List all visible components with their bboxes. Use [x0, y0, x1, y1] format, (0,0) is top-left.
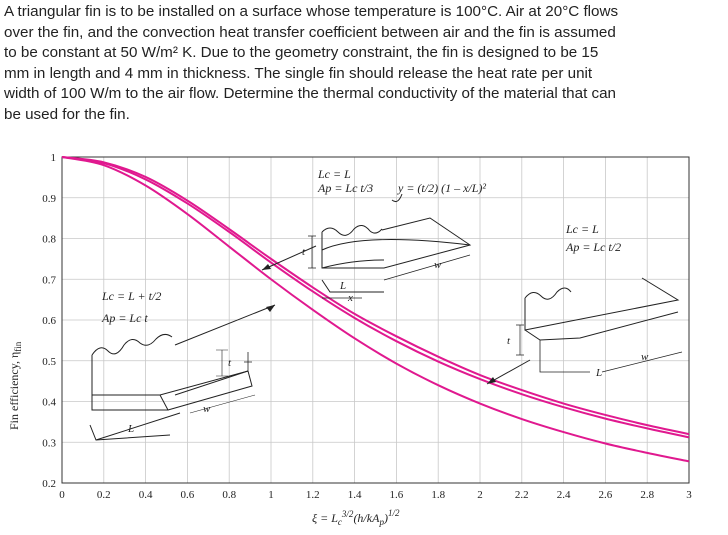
- x-tick-label: 1.6: [390, 489, 404, 501]
- x-tick-label: 0: [59, 489, 65, 501]
- x-tick-label: 1: [268, 489, 274, 501]
- tri-pointer-arrow: [261, 245, 317, 271]
- tri-dim-l: L: [339, 280, 346, 292]
- y-tick-label: 1: [51, 152, 57, 164]
- rect-dim-w: w: [203, 403, 211, 415]
- y-axis-label: Fin efficiency, ηfin: [7, 341, 23, 430]
- tri-lc-label: Lc = L: [317, 167, 351, 181]
- right-dim-l: L: [595, 367, 602, 379]
- y-tick-label: 0.6: [42, 315, 56, 327]
- y-tick-label: 0.2: [42, 478, 56, 490]
- fin-efficiency-figure: 0.20.30.40.50.60.70.80.91 0 0.2 0.4 0.6 0.8 1…: [7, 152, 692, 527]
- x-tick-label: 1.2: [306, 489, 320, 501]
- right-dim-w: w: [641, 351, 649, 363]
- x-tick-labels: 0 0.2 0.4 0.6 0.8 1 1.2 1.4 1.6 1.8 2 2.2 2.4 2.6 2.8 3: [59, 489, 692, 501]
- y-tick-label: 0.8: [42, 234, 56, 246]
- efficiency-curve-1: [61, 156, 690, 436]
- x-tick-label: 0.8: [222, 489, 236, 501]
- right-lc-label: Lc = L: [565, 222, 599, 236]
- rect-pointer-arrow: [174, 304, 276, 346]
- x-tick-label: 1.4: [348, 489, 362, 501]
- chart-grid: [61, 156, 690, 484]
- efficiency-curve-3: [61, 156, 690, 463]
- right-triangular-fin-illustration: [516, 277, 683, 373]
- right-ap-label: Ap = Lc t/2: [565, 240, 621, 254]
- x-tick-label: 2.4: [557, 489, 571, 501]
- rectangular-fin-illustration: [89, 333, 256, 441]
- rect-dim-t: t: [228, 357, 232, 369]
- x-tick-label: 2: [477, 489, 483, 501]
- rect-lc-label: Lc = L + t/2: [101, 289, 161, 303]
- y-tick-label: 0.3: [42, 437, 56, 449]
- plot-frame: [61, 156, 690, 484]
- efficiency-curves: [61, 156, 690, 463]
- efficiency-curve-2: [61, 156, 690, 439]
- x-tick-label: 0.4: [139, 489, 153, 501]
- right-dim-t: t: [507, 335, 511, 347]
- x-tick-label: 2.8: [640, 489, 654, 501]
- y-tick-label: 0.4: [42, 397, 56, 409]
- x-axis-label: ξ = Lc3/2(h/kAp)1/2: [312, 508, 400, 527]
- x-tick-label: 0.6: [181, 489, 195, 501]
- y-tick-label: 0.5: [42, 356, 56, 368]
- x-tick-label: 0.2: [97, 489, 111, 501]
- tri-ap-label: Ap = Lc t/3: [317, 181, 373, 195]
- rect-dim-l: L: [127, 423, 134, 435]
- tri-profile-label: y = (t/2) (1 – x/L)²: [397, 181, 486, 195]
- x-tick-label: 1.8: [431, 489, 445, 501]
- y-tick-label: 0.9: [42, 193, 56, 205]
- problem-statement: A triangular fin is to be installed on a…: [4, 3, 619, 123]
- y-tick-label: 0.7: [42, 274, 56, 286]
- x-tick-label: 2.2: [515, 489, 529, 501]
- tri-dim-x: x: [347, 292, 353, 304]
- rect-ap-label: Ap = Lc t: [101, 311, 148, 325]
- y-tick-labels: 0.2 0.3 0.4 0.5 0.6 0.7 0.8 0.9 1: [42, 152, 56, 490]
- x-tick-label: 3: [686, 489, 692, 501]
- tri-dim-w: w: [434, 259, 442, 271]
- triangular-fin-illustration: [308, 193, 472, 299]
- x-tick-label: 2.6: [599, 489, 613, 501]
- tri-dim-t: t: [302, 246, 306, 258]
